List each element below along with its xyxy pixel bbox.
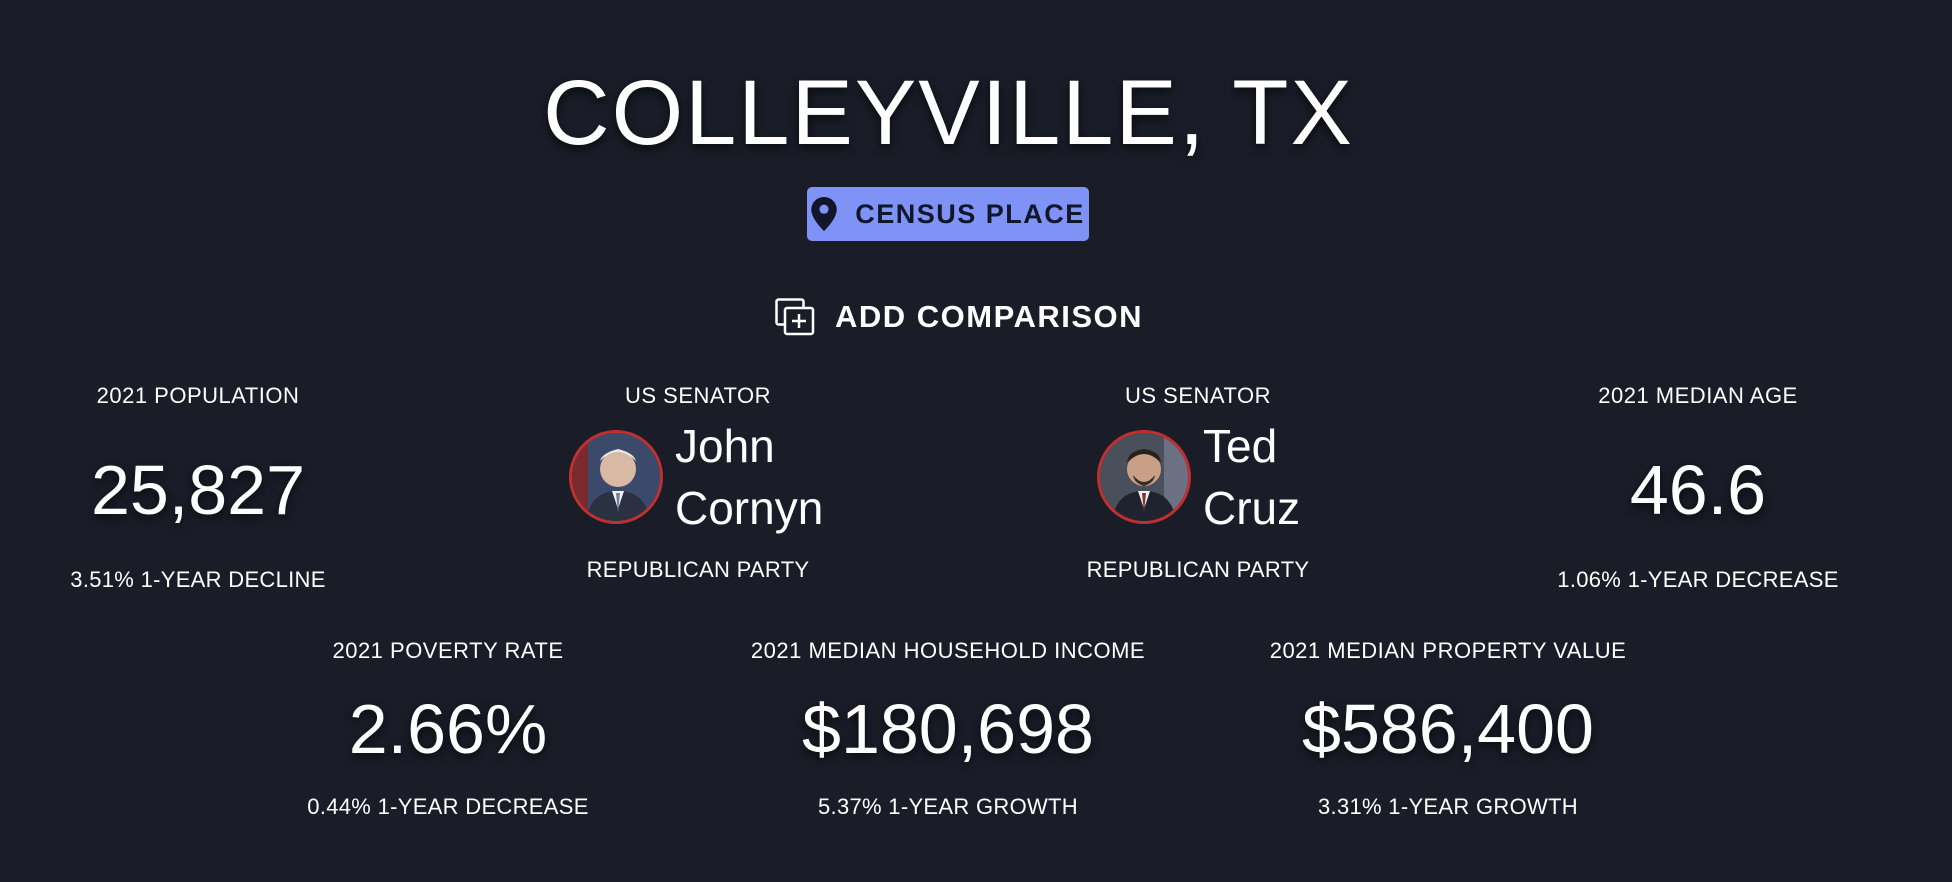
stat-change: 1.06% 1-YEAR DECREASE: [1557, 567, 1839, 592]
senator-party: REPUBLICAN PARTY: [1086, 557, 1310, 582]
senator-name: Ted Cruz: [1203, 415, 1300, 539]
stat-value: $586,400: [1302, 690, 1594, 768]
stat-label: 2021 POVERTY RATE: [332, 638, 564, 663]
census-place-label: CENSUS PLACE: [855, 198, 1085, 229]
stat-change: 0.44% 1-YEAR DECREASE: [307, 794, 589, 819]
senator-card-cornyn[interactable]: US SENATOR John Cornyn REPUBLICAN PARTY: [548, 383, 848, 583]
stat-median-age: 2021 MEDIAN AGE 46.6 1.06% 1-YEAR DECREA…: [1548, 383, 1848, 593]
stat-value: 2.66%: [348, 690, 548, 768]
senator-last-name: Cruz: [1203, 482, 1301, 534]
page-title: COLLEYVILLE, TX: [543, 62, 1354, 164]
senator-first-name: John: [675, 420, 775, 472]
stat-label: 2021 POPULATION: [96, 383, 300, 408]
census-place-badge[interactable]: CENSUS PLACE: [807, 187, 1089, 241]
stat-change: 3.31% 1-YEAR GROWTH: [1318, 794, 1578, 819]
stat-population: 2021 POPULATION 25,827 3.51% 1-YEAR DECL…: [48, 383, 348, 593]
map-pin-icon: [811, 197, 837, 231]
stat-change: 5.37% 1-YEAR GROWTH: [818, 794, 1078, 819]
senator-portrait-icon: [572, 433, 660, 521]
stat-change: 3.51% 1-YEAR DECLINE: [70, 567, 326, 592]
add-comparison-button[interactable]: ADD COMPARISON: [775, 298, 1143, 336]
senator-card-cruz[interactable]: US SENATOR Ted Cruz REPUBLICAN PARTY: [1048, 383, 1348, 583]
stat-label: 2021 MEDIAN PROPERTY VALUE: [1269, 638, 1627, 663]
stat-value: 46.6: [1629, 451, 1767, 529]
senator-first-name: Ted: [1203, 420, 1278, 472]
stat-household-income: 2021 MEDIAN HOUSEHOLD INCOME $180,698 5.…: [751, 638, 1145, 820]
add-comparison-label: ADD COMPARISON: [835, 299, 1144, 334]
senator-party: REPUBLICAN PARTY: [586, 557, 810, 582]
senator-label: US SENATOR: [1125, 383, 1271, 408]
avatar: [569, 430, 663, 524]
senator-label: US SENATOR: [625, 383, 771, 408]
senator-name: John Cornyn: [675, 415, 823, 539]
stat-value: $180,698: [802, 690, 1094, 768]
senator-row: Ted Cruz: [1048, 415, 1348, 539]
senator-portrait-icon: [1100, 433, 1188, 521]
stat-value: 25,827: [90, 451, 306, 529]
add-comparison-icon: [775, 298, 815, 336]
senator-row: John Cornyn: [548, 415, 848, 539]
stat-label: 2021 MEDIAN AGE: [1598, 383, 1798, 408]
stat-label: 2021 MEDIAN HOUSEHOLD INCOME: [750, 638, 1146, 663]
stat-property-value: 2021 MEDIAN PROPERTY VALUE $586,400 3.31…: [1270, 638, 1626, 820]
avatar: [1097, 430, 1191, 524]
senator-last-name: Cornyn: [675, 482, 824, 534]
stat-poverty-rate: 2021 POVERTY RATE 2.66% 0.44% 1-YEAR DEC…: [298, 638, 598, 820]
